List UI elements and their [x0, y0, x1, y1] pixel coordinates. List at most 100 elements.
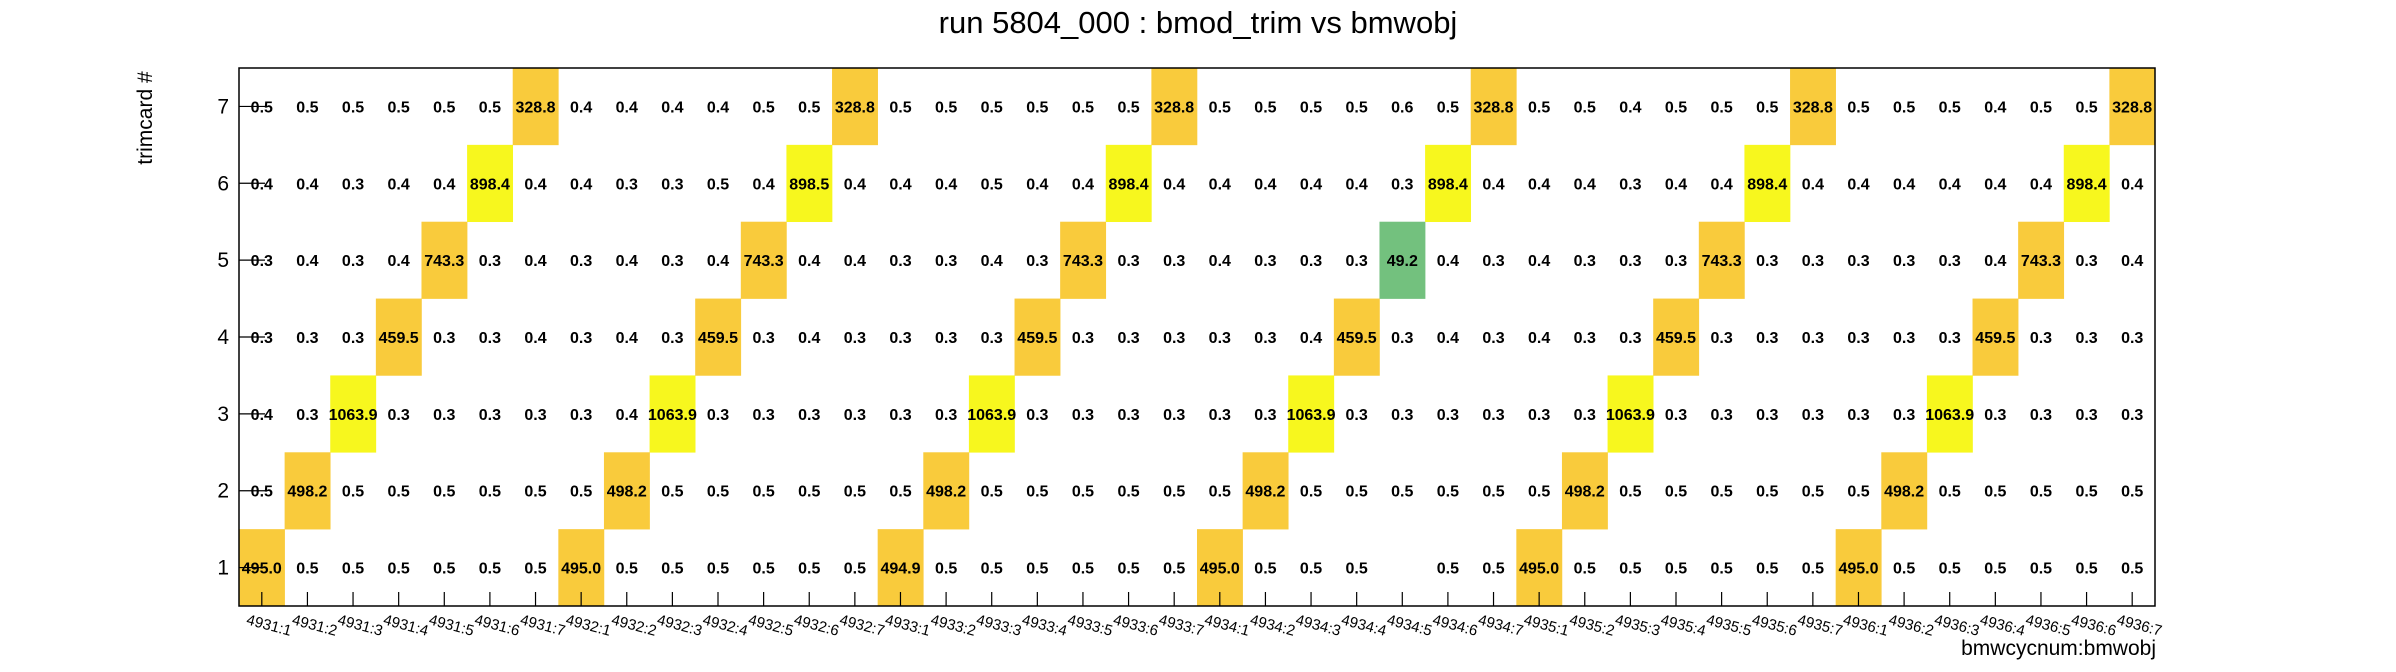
cell-value-label: 0.5 [251, 99, 273, 116]
cell-value-label: 0.4 [616, 330, 638, 347]
cell-value-label: 0.5 [1984, 484, 2006, 501]
cell-value-label: 0.3 [2075, 330, 2097, 347]
cell-value-label: 0.3 [1619, 253, 1641, 270]
cell-value-label: 0.3 [2075, 407, 2097, 424]
cell-value-label: 0.3 [1254, 330, 1276, 347]
cell-value-label: 0.4 [798, 253, 820, 270]
cell-value-label: 0.4 [1254, 176, 1276, 193]
cell-value-label: 0.4 [1802, 176, 1824, 193]
cell-value-label: 0.5 [2030, 99, 2052, 116]
heatmap-cell [284, 452, 331, 530]
cell-value-label: 1063.9 [1925, 407, 1974, 424]
x-tick-label: 4933:6 [1111, 612, 1160, 640]
cell-value-label: 328.8 [1793, 99, 1833, 116]
x-tick-label: 4935:3 [1613, 612, 1662, 640]
x-tick-label: 4932:7 [838, 612, 887, 640]
cell-value-label: 459.5 [1017, 330, 1057, 347]
cell-value-label: 0.3 [1437, 407, 1459, 424]
heatmap-cell [1151, 68, 1198, 146]
cell-value-label: 0.5 [388, 99, 410, 116]
cell-value-label: 49.2 [1387, 253, 1418, 270]
x-tick-label: 4934:7 [1476, 612, 1525, 640]
cell-value-label: 0.5 [1391, 484, 1413, 501]
cell-value-label: 0.4 [2121, 176, 2143, 193]
cell-value-label: 0.5 [1802, 561, 1824, 578]
cell-value-label: 0.3 [296, 330, 318, 347]
cell-value-label: 0.4 [1619, 99, 1641, 116]
cell-value-label: 0.4 [1026, 176, 1048, 193]
cell-value-label: 0.3 [616, 176, 638, 193]
heatmap-cell [2109, 68, 2156, 146]
cell-value-label: 0.5 [1254, 99, 1276, 116]
cell-value-label: 0.5 [798, 99, 820, 116]
cell-value-label: 0.5 [1619, 484, 1641, 501]
x-tick-label: 4936:1 [1841, 612, 1890, 640]
x-tick-label: 4932:1 [564, 612, 613, 640]
heatmap-cell [1425, 144, 1472, 223]
cell-value-label: 898.4 [1109, 176, 1149, 193]
cell-value-label: 0.5 [1072, 99, 1094, 116]
cell-value-label: 0.5 [1984, 561, 2006, 578]
cell-value-label: 459.5 [1975, 330, 2015, 347]
y-tick-label: 5 [217, 249, 229, 272]
cell-value-label: 898.5 [789, 176, 829, 193]
cell-value-label: 0.4 [433, 176, 455, 193]
cell-value-label: 0.3 [1756, 407, 1778, 424]
heatmap-cell [1014, 298, 1061, 376]
cell-value-label: 0.3 [1574, 407, 1596, 424]
cell-value-label: 0.5 [1209, 484, 1231, 501]
cell-value-label: 328.8 [835, 99, 875, 116]
cell-value-label: 0.5 [1346, 99, 1368, 116]
cell-value-label: 898.4 [470, 176, 510, 193]
x-tick-label: 4933:5 [1066, 612, 1115, 640]
cell-value-label: 0.3 [342, 330, 364, 347]
cell-value-label: 0.4 [1163, 176, 1185, 193]
cell-value-label: 0.3 [798, 407, 820, 424]
cell-value-label: 0.5 [1026, 99, 1048, 116]
x-axis-label: bmwcycnum:bmwobj [1961, 637, 2156, 660]
cell-value-label: 0.5 [707, 484, 729, 501]
cell-value-label: 0.5 [1437, 99, 1459, 116]
cell-value-label: 0.4 [1984, 253, 2006, 270]
cell-value-label: 0.3 [752, 330, 774, 347]
heatmap-cell [1105, 144, 1152, 223]
x-tick-label: 4934:3 [1294, 612, 1343, 640]
heatmap-cell [421, 221, 468, 299]
cell-value-label: 0.5 [1619, 561, 1641, 578]
cell-value-label: 0.4 [1893, 176, 1915, 193]
x-tick-label: 4931:7 [518, 612, 567, 640]
cell-value-label: 459.5 [1337, 330, 1377, 347]
cell-value-label: 0.5 [661, 484, 683, 501]
cell-value-label: 0.5 [479, 561, 501, 578]
cell-value-label: 0.3 [1391, 330, 1413, 347]
cell-value-label: 0.5 [1710, 561, 1732, 578]
cell-value-label: 0.3 [844, 330, 866, 347]
cell-value-label: 0.4 [1437, 253, 1459, 270]
cell-value-label: 0.5 [1437, 484, 1459, 501]
cell-value-label: 0.3 [1072, 330, 1094, 347]
cell-value-label: 0.5 [935, 99, 957, 116]
x-tick-label: 4933:4 [1020, 612, 1069, 640]
heatmap-cell [923, 452, 970, 530]
cell-value-label: 0.5 [2075, 561, 2097, 578]
cell-value-label: 0.4 [707, 253, 729, 270]
cell-value-label: 0.4 [752, 176, 774, 193]
cell-value-label: 0.5 [1072, 484, 1094, 501]
cell-value-label: 0.3 [1756, 253, 1778, 270]
cell-value-label: 0.6 [1391, 99, 1413, 116]
cell-value-label: 0.3 [1346, 253, 1368, 270]
cell-value-label: 495.0 [561, 561, 601, 578]
x-tick-label: 4935:5 [1704, 612, 1753, 640]
heatmap-cell [1653, 298, 1700, 376]
cell-value-label: 0.5 [342, 99, 364, 116]
x-tick-label: 4933:7 [1157, 612, 1206, 640]
cell-value-label: 0.3 [1847, 330, 1869, 347]
x-tick-label: 4935:4 [1659, 612, 1708, 640]
cell-value-label: 0.5 [889, 484, 911, 501]
cell-value-label: 0.3 [1847, 407, 1869, 424]
cell-value-label: 0.3 [1619, 330, 1641, 347]
cell-value-label: 0.5 [1893, 99, 1915, 116]
heatmap-cell [1379, 221, 1426, 299]
cell-value-label: 0.4 [616, 407, 638, 424]
